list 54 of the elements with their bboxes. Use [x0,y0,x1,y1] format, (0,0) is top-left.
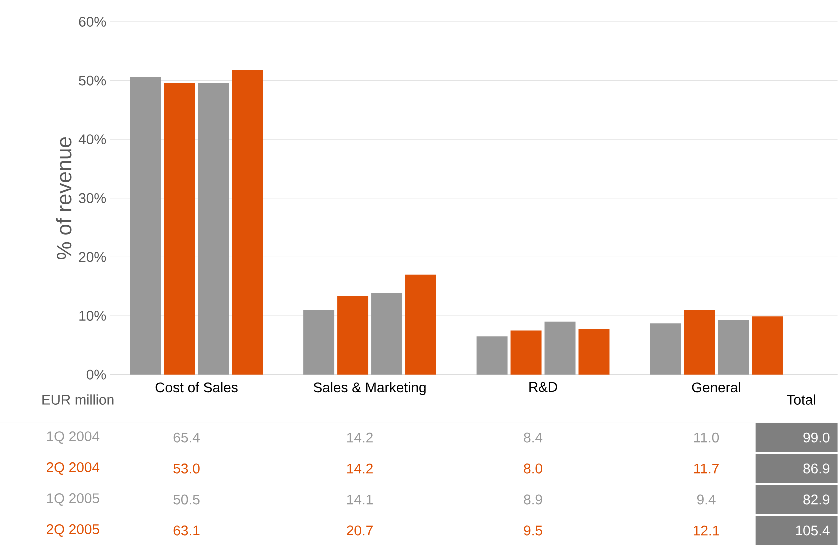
text: 2Q 2005 [47,524,100,537]
text: 53.0 [174,464,200,474]
y-tick-label: 40% [78,134,106,144]
text: 14.1 [347,494,373,504]
text: 99.0 [804,432,830,443]
bar [406,274,436,375]
bar [650,324,682,375]
text: 82.9 [804,494,830,505]
bar [684,310,716,375]
bar [304,310,335,375]
y-axis-title: % of revenue [56,137,72,260]
text: 1Q 2004 [47,431,100,444]
x-tick-label: R&D [530,382,558,392]
text: 63.1 [174,526,200,536]
text: 11.0 [694,432,720,443]
y-tick-label: 30% [79,193,106,204]
y-tick-label: 20% [79,252,106,262]
text: Total [787,394,816,405]
bar [372,292,403,375]
text: 9.4 [697,494,716,505]
text: 8.0 [524,464,542,474]
x-tick-label: Sales & Marketing [314,382,426,396]
text: 12.1 [694,526,720,536]
text: 65.4 [174,432,200,443]
bar [338,296,369,375]
y-tick-label: 10% [80,310,106,321]
y-tick-label: 50% [79,76,106,86]
text: EUR million [42,394,114,405]
text: 9.5 [524,526,542,536]
bar [232,70,264,375]
text: 8.4 [524,432,543,443]
text: 50.5 [174,494,200,505]
y-tick-label: 60% [79,16,106,27]
y-tick-label: 0% [86,370,106,380]
text: 11.7 [694,464,719,474]
text: 8.9 [524,494,542,505]
text: 86.9 [804,464,830,474]
bar [752,316,783,375]
text: 2Q 2004 [47,462,100,475]
bar [198,83,230,375]
bar [510,330,542,375]
bar [578,328,610,375]
x-tick-label: General [692,382,740,393]
text: 1Q 2005 [47,493,100,506]
x-tick-label: Cost of Sales [156,382,238,393]
bar [130,77,162,375]
bar [476,336,508,375]
bar [544,322,576,375]
text: 105.4 [796,526,830,536]
text: 20.7 [347,526,373,536]
bar [718,320,750,375]
bar [164,83,196,375]
text: 14.2 [347,432,373,443]
text: 14.2 [347,464,373,474]
